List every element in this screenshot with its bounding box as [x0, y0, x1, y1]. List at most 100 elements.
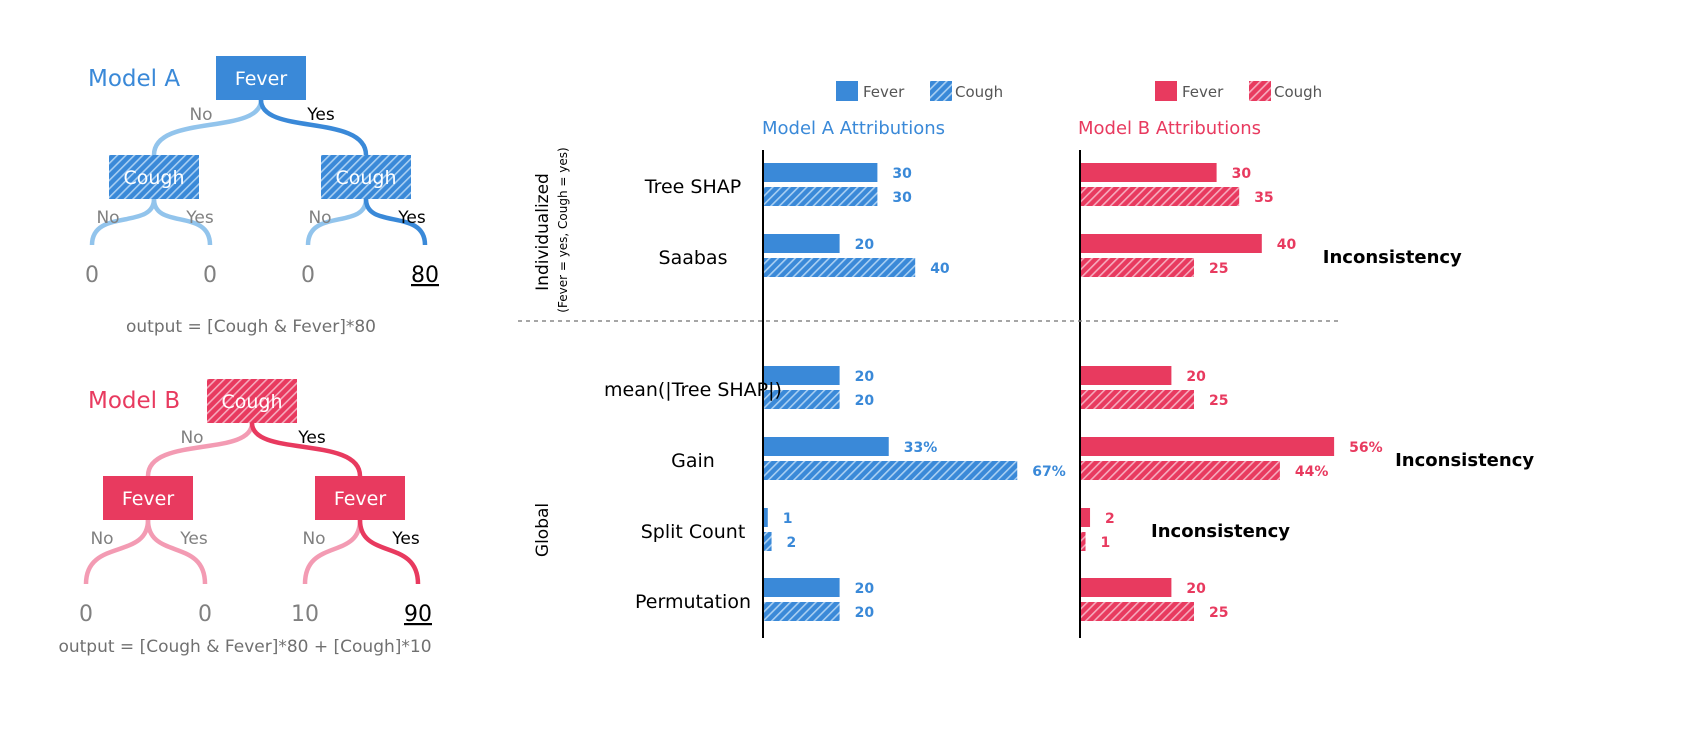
bar-fever-value-label: 20: [1186, 581, 1206, 597]
node-cough: [109, 155, 199, 199]
bar-fever-value-label: 20: [855, 237, 875, 253]
edge-label-yes: Yes: [306, 105, 335, 125]
bar-fever-value-label: 33%: [904, 440, 938, 456]
legend-cough-swatch: [930, 81, 952, 101]
bar-cough: [764, 602, 840, 621]
node-cough-label: Cough: [221, 391, 282, 413]
bar-cough-value-label: 1: [1101, 535, 1111, 551]
inconsistency-label: Inconsistency: [1323, 247, 1462, 268]
edge-label-no: No: [308, 208, 331, 228]
bar-fever: [764, 508, 768, 527]
edge-label-yes: Yes: [391, 529, 420, 549]
edge-yes: [258, 99, 369, 156]
bar-fever-value-label: 2: [1105, 511, 1115, 527]
bar-cough: [1081, 390, 1194, 409]
inconsistency-label: Inconsistency: [1151, 521, 1290, 542]
bar-fever: [764, 163, 878, 182]
bar-cough-value-label: 44%: [1295, 464, 1329, 480]
bar-cough-value-label: 25: [1209, 261, 1228, 277]
edge-label-yes: Yes: [297, 428, 326, 448]
bar-fever-value-label: 56%: [1349, 440, 1383, 456]
group-label-individualized-sub: (Fever = yes, Cough = yes): [556, 147, 570, 312]
bar-cough: [1081, 258, 1194, 277]
bar-cough-value-label: 25: [1209, 605, 1228, 621]
bar-fever: [764, 437, 889, 456]
leaf-value: 0: [198, 602, 212, 627]
bar-cough-value-label: 25: [1209, 393, 1228, 409]
leaf-value: 0: [85, 263, 99, 288]
group-label-global: Global: [533, 503, 553, 557]
bar-fever: [1081, 234, 1262, 253]
node-fever-label: Fever: [235, 68, 288, 90]
method-label: Permutation: [635, 591, 751, 613]
edge-yes: [145, 519, 208, 585]
leaf-value: 90: [404, 602, 432, 627]
edge-no: [89, 198, 157, 246]
bar-cough-value-label: 40: [930, 261, 950, 277]
node-cough-label: Cough: [123, 167, 184, 189]
model-b-output-formula: output = [Cough & Fever]*80 + [Cough]*10: [58, 637, 431, 657]
edge-label-yes: Yes: [397, 208, 426, 228]
bar-cough: [1081, 461, 1280, 480]
edge-no: [302, 519, 363, 585]
legend-fever-swatch: [1155, 81, 1177, 101]
bar-cough-value-label: 20: [855, 605, 875, 621]
leaf-value: 10: [291, 602, 319, 627]
edge-yes: [151, 198, 213, 246]
bar-cough: [764, 461, 1018, 480]
model-b-title: Model B: [88, 388, 180, 414]
bar-cough-value-label: 2: [787, 535, 797, 551]
bar-cough: [1081, 187, 1240, 206]
method-label: Tree SHAP: [644, 176, 741, 198]
node-cough-label: Cough: [335, 167, 396, 189]
edge-label-no: No: [96, 208, 119, 228]
method-label: Split Count: [641, 521, 746, 543]
edge-no: [145, 422, 255, 477]
legend-cough-swatch: [1249, 81, 1271, 101]
legend-cough-label: Cough: [955, 83, 1003, 101]
node-fever: [103, 476, 193, 520]
edge-no: [83, 519, 151, 585]
node-cough: [207, 379, 297, 423]
bar-fever-value-label: 20: [855, 369, 875, 385]
panel-title: Model A Attributions: [762, 118, 945, 139]
method-label: Saabas: [659, 247, 728, 269]
edge-no: [305, 198, 369, 246]
bar-fever: [1081, 366, 1172, 385]
edge-yes: [363, 198, 428, 246]
model-a-title: Model A: [88, 66, 180, 92]
edge-no: [151, 99, 264, 156]
bar-cough-value-label: 35: [1254, 190, 1273, 206]
edge-label-no: No: [189, 105, 212, 125]
panel-title: Model B Attributions: [1078, 118, 1261, 139]
node-cough: [321, 155, 411, 199]
bar-cough: [764, 390, 840, 409]
method-label: mean(|Tree SHAP|): [604, 379, 782, 401]
leaf-value: 0: [79, 602, 93, 627]
legend-cough-label: Cough: [1274, 83, 1322, 101]
bar-fever-value-label: 30: [1232, 166, 1252, 182]
bar-fever-value-label: 40: [1277, 237, 1297, 253]
node-fever-label: Fever: [334, 488, 387, 510]
edge-label-yes: Yes: [185, 208, 214, 228]
node-fever: [315, 476, 405, 520]
legend-fever-label: Fever: [863, 83, 905, 101]
edge-label-no: No: [180, 428, 203, 448]
bar-cough: [1081, 602, 1194, 621]
bar-fever: [764, 234, 840, 253]
bar-cough-value-label: 20: [855, 393, 875, 409]
bar-cough: [1081, 532, 1086, 551]
edge-label-no: No: [90, 529, 113, 549]
node-fever: [216, 56, 306, 100]
legend-fever-swatch: [836, 81, 858, 101]
edge-yes: [249, 422, 363, 477]
bar-fever: [1081, 508, 1091, 527]
node-fever-label: Fever: [122, 488, 175, 510]
leaf-value: 80: [411, 263, 439, 288]
group-label-individualized: Individualized: [533, 173, 553, 291]
inconsistency-label: Inconsistency: [1395, 450, 1534, 471]
